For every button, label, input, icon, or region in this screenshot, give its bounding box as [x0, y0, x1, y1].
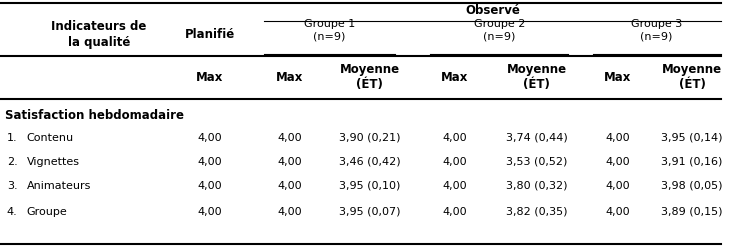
Text: Moyenne
(ÉT): Moyenne (ÉT)	[507, 62, 567, 91]
Text: 4,00: 4,00	[606, 156, 630, 166]
Text: Groupe 2
(n=9): Groupe 2 (n=9)	[474, 19, 525, 41]
Text: 2.: 2.	[7, 156, 17, 166]
Text: 3,95 (0,14): 3,95 (0,14)	[661, 133, 723, 142]
Text: 4,00: 4,00	[443, 133, 467, 142]
Text: 3,95 (0,10): 3,95 (0,10)	[339, 180, 400, 190]
Text: 4,00: 4,00	[277, 156, 302, 166]
Text: 4,00: 4,00	[443, 156, 467, 166]
Text: Vignettes: Vignettes	[27, 156, 79, 166]
Text: Max: Max	[604, 70, 631, 83]
Text: 4.: 4.	[7, 206, 17, 216]
Text: 4,00: 4,00	[198, 133, 222, 142]
Text: Planifié: Planifié	[184, 28, 235, 41]
Text: Groupe 1
(n=9): Groupe 1 (n=9)	[303, 19, 355, 41]
Text: 4,00: 4,00	[198, 156, 222, 166]
Text: Groupe 3
(n=9): Groupe 3 (n=9)	[631, 19, 682, 41]
Text: 3,90 (0,21): 3,90 (0,21)	[339, 133, 400, 142]
Text: 4,00: 4,00	[277, 206, 302, 216]
Text: 4,00: 4,00	[606, 133, 630, 142]
Text: Animateurs: Animateurs	[27, 180, 91, 190]
Text: Moyenne
(ÉT): Moyenne (ÉT)	[662, 62, 722, 91]
Text: 3,53 (0,52): 3,53 (0,52)	[506, 156, 567, 166]
Text: Max: Max	[276, 70, 303, 83]
Text: 3,80 (0,32): 3,80 (0,32)	[506, 180, 568, 190]
Text: 3,74 (0,44): 3,74 (0,44)	[506, 133, 568, 142]
Text: 4,00: 4,00	[443, 206, 467, 216]
Text: 4,00: 4,00	[443, 180, 467, 190]
Text: Observé: Observé	[465, 4, 520, 16]
Text: 4,00: 4,00	[606, 206, 630, 216]
Text: Moyenne
(ÉT): Moyenne (ÉT)	[340, 62, 399, 91]
Text: 4,00: 4,00	[277, 133, 302, 142]
Text: 4,00: 4,00	[198, 206, 222, 216]
Text: 3,46 (0,42): 3,46 (0,42)	[339, 156, 400, 166]
Text: 4,00: 4,00	[606, 180, 630, 190]
Text: 3.: 3.	[7, 180, 17, 190]
Text: 4,00: 4,00	[277, 180, 302, 190]
Text: 3,91 (0,16): 3,91 (0,16)	[661, 156, 722, 166]
Text: Max: Max	[441, 70, 469, 83]
Text: 3,82 (0,35): 3,82 (0,35)	[506, 206, 568, 216]
Text: 4,00: 4,00	[198, 180, 222, 190]
Text: Groupe: Groupe	[27, 206, 68, 216]
Text: 3,95 (0,07): 3,95 (0,07)	[339, 206, 400, 216]
Text: 3,89 (0,15): 3,89 (0,15)	[661, 206, 723, 216]
Text: Indicateurs de
la qualité: Indicateurs de la qualité	[51, 20, 147, 49]
Text: Contenu: Contenu	[27, 133, 74, 142]
Text: Satisfaction hebdomadaire: Satisfaction hebdomadaire	[5, 108, 184, 121]
Text: 3,98 (0,05): 3,98 (0,05)	[661, 180, 723, 190]
Text: 1.: 1.	[7, 133, 17, 142]
Text: Max: Max	[196, 70, 223, 83]
